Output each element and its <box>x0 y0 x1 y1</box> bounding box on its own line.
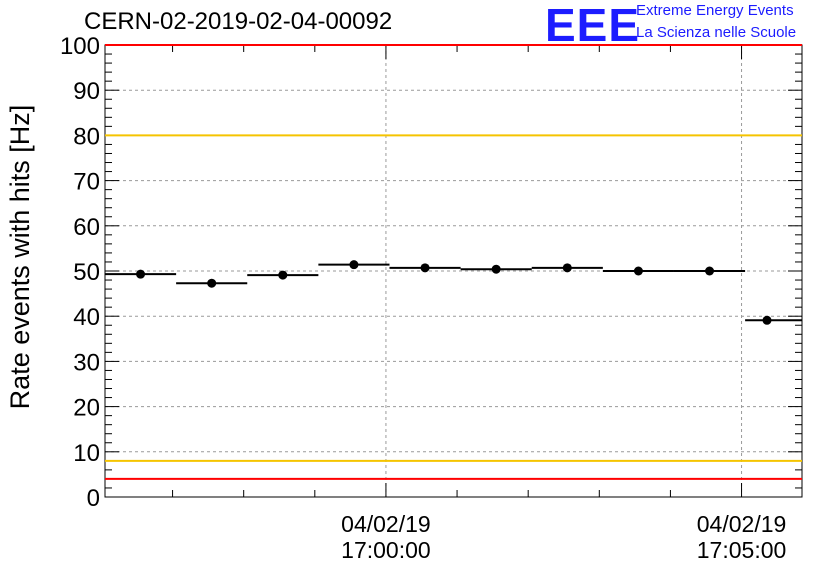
y-tick-label: 90 <box>73 78 100 105</box>
y-tick-label: 50 <box>73 259 100 286</box>
logo-line-1: Extreme Energy Events <box>636 2 794 19</box>
logo-line-2: La Scienza nelle Scuole <box>636 24 797 41</box>
data-point <box>136 269 146 279</box>
x-tick-time-label: 17:00:00 <box>341 537 431 563</box>
data-point <box>349 260 359 270</box>
y-tick-label: 10 <box>73 440 100 467</box>
x-tick-date-label: 04/02/19 <box>697 511 787 537</box>
y-tick-label: 60 <box>73 214 100 241</box>
data-point <box>491 264 501 274</box>
y-tick-label: 30 <box>73 349 100 376</box>
x-tick-time-label: 17:05:00 <box>697 537 787 563</box>
data-point <box>633 266 643 276</box>
data-point <box>278 270 288 280</box>
data-point <box>705 266 715 276</box>
y-tick-label: 0 <box>87 485 100 512</box>
eee-logo: EEE <box>545 0 641 51</box>
y-tick-label: 80 <box>73 123 100 150</box>
data-point <box>762 315 772 325</box>
y-tick-label: 20 <box>73 395 100 422</box>
data-point <box>562 263 572 273</box>
y-tick-label: 100 <box>60 33 100 60</box>
y-axis-label: Rate events with hits [Hz] <box>5 105 35 410</box>
y-tick-label: 70 <box>73 169 100 196</box>
data-point <box>207 278 217 288</box>
y-tick-label: 40 <box>73 304 100 331</box>
x-tick-date-label: 04/02/19 <box>341 511 431 537</box>
chart-title: CERN-02-2019-02-04-00092 <box>84 8 393 35</box>
data-point <box>420 263 430 273</box>
